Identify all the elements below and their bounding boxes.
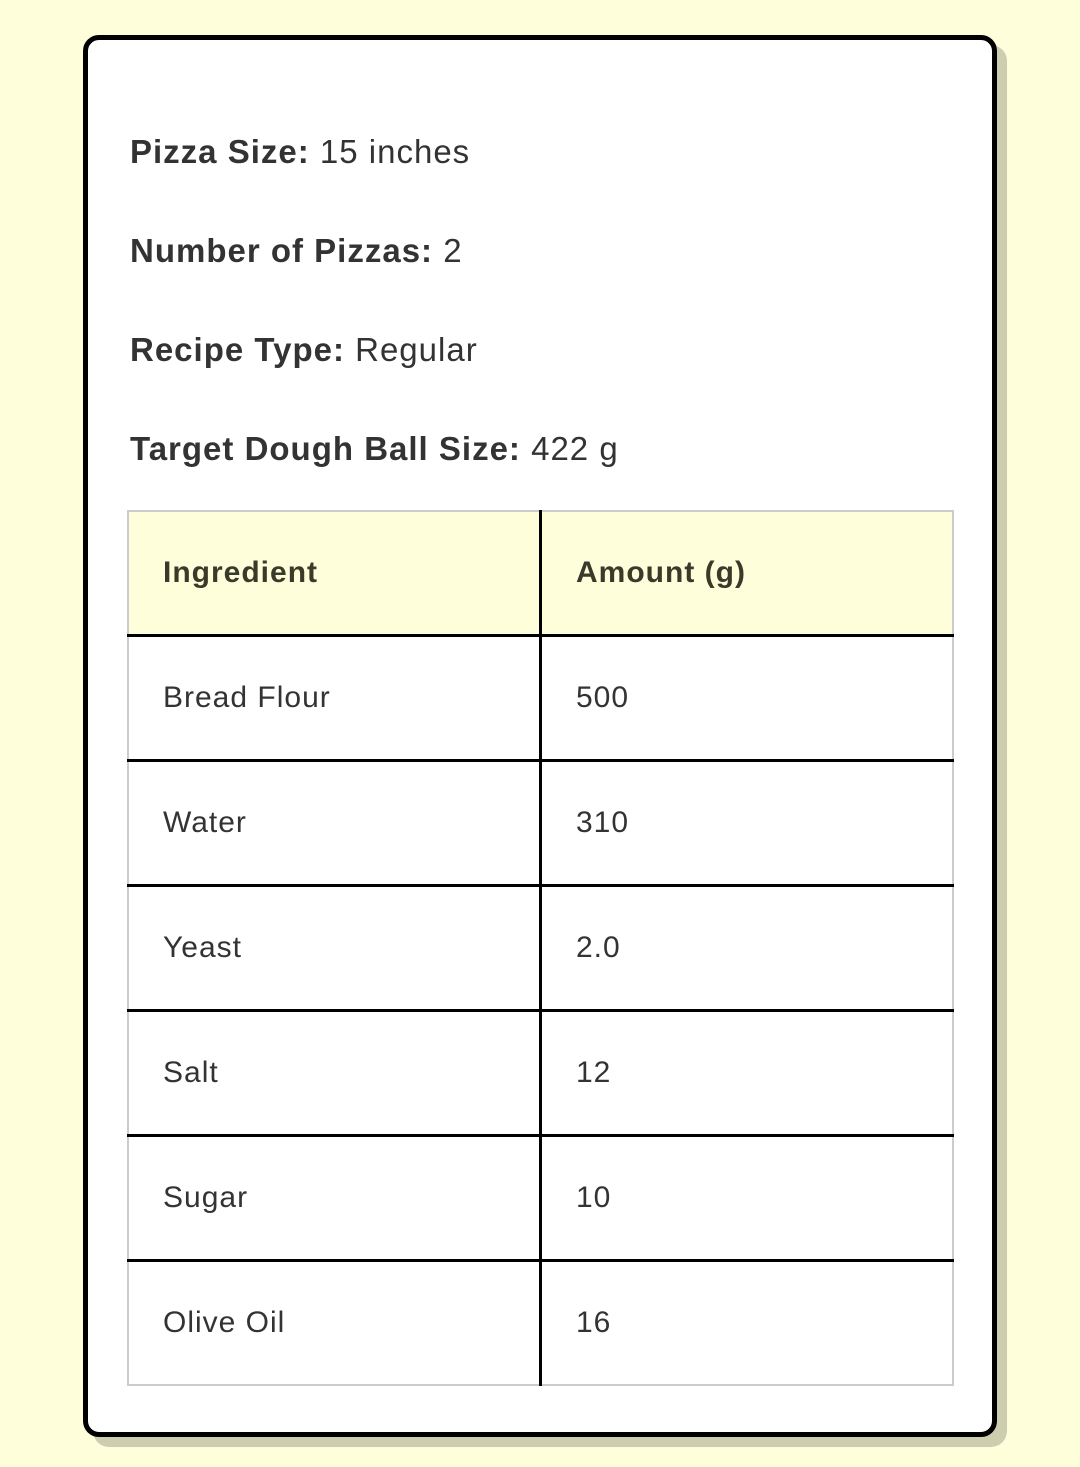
dough-ball-size-line: Target Dough Ball Size: 422 g bbox=[130, 430, 619, 468]
table-row: Salt 12 bbox=[128, 1010, 953, 1137]
ingredient-cell: Olive Oil bbox=[128, 1260, 542, 1385]
recipe-type-label: Recipe Type: bbox=[130, 331, 345, 368]
pizza-size-label: Pizza Size: bbox=[130, 133, 310, 170]
ingredient-cell: Water bbox=[128, 760, 542, 887]
header-ingredient: Ingredient bbox=[128, 511, 542, 637]
ingredients-table: Ingredient Amount (g) Bread Flour 500 Wat… bbox=[127, 510, 954, 1386]
recipe-type-value: Regular bbox=[355, 331, 478, 368]
amount-cell: 2.0 bbox=[540, 885, 953, 1012]
recipe-card: Pizza Size: 15 inches Number of Pizzas: … bbox=[83, 35, 997, 1437]
pizza-size-line: Pizza Size: 15 inches bbox=[130, 133, 470, 171]
number-of-pizzas-label: Number of Pizzas: bbox=[130, 232, 434, 269]
dough-ball-size-label: Target Dough Ball Size: bbox=[130, 430, 521, 467]
table-row: Bread Flour 500 bbox=[128, 635, 953, 762]
amount-cell: 16 bbox=[576, 1306, 612, 1339]
number-of-pizzas-line: Number of Pizzas: 2 bbox=[130, 232, 463, 270]
table-row: Sugar 10 bbox=[128, 1135, 953, 1262]
amount-cell: 500 bbox=[540, 635, 953, 762]
header-amount: Amount (g) bbox=[540, 511, 953, 637]
table-header-row: Ingredient Amount (g) bbox=[128, 511, 953, 637]
amount-cell: 10 bbox=[540, 1135, 953, 1262]
table-row: Water 310 bbox=[128, 760, 953, 887]
dough-ball-size-value: 422 g bbox=[531, 430, 619, 467]
pizza-size-value: 15 inches bbox=[319, 133, 471, 170]
table-row: Yeast 2.0 bbox=[128, 885, 953, 1012]
number-of-pizzas-value: 2 bbox=[443, 232, 463, 269]
table-row: Olive Oil 16 bbox=[128, 1260, 953, 1385]
ingredient-cell: Yeast bbox=[128, 885, 542, 1012]
recipe-type-line: Recipe Type: Regular bbox=[130, 331, 478, 369]
amount-cell: 310 bbox=[540, 760, 953, 887]
ingredient-cell: Salt bbox=[128, 1010, 542, 1137]
amount-cell: 12 bbox=[540, 1010, 953, 1137]
ingredient-cell: Bread Flour bbox=[128, 635, 542, 762]
ingredient-cell: Sugar bbox=[128, 1135, 542, 1262]
